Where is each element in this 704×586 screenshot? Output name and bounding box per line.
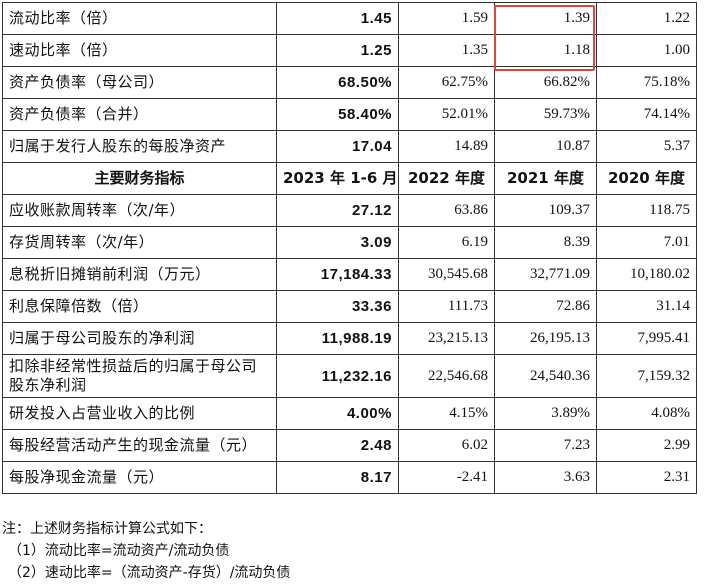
table-row: 归属于发行人股东的每股净资产 17.04 14.89 10.87 5.37 [2, 130, 697, 163]
cell-2020: 31.14 [596, 290, 697, 323]
row-label: 扣除非经常性损益后的归属于母公司股东净利润 [2, 354, 277, 398]
cell-2020: 118.75 [596, 194, 697, 227]
cell-2022: 6.19 [398, 226, 495, 259]
cell-2022: 63.86 [398, 194, 495, 227]
cell-2021: 8.39 [494, 226, 597, 259]
header-2021: 2021 年度 [494, 162, 597, 195]
table-row: 利息保障倍数（倍） 33.36 111.73 72.86 31.14 [2, 290, 697, 323]
cell-2022: 6.02 [398, 429, 495, 462]
cell-2023h1: 8.17 [276, 461, 399, 494]
cell-2021: 66.82% [494, 66, 597, 99]
cell-2022: 30,545.68 [398, 258, 495, 291]
row-label: 息税折旧摊销前利润（万元） [2, 258, 277, 291]
cell-2020: 7,159.32 [596, 354, 697, 398]
table-row: 资产负债率（母公司） 68.50% 62.75% 66.82% 75.18% [2, 66, 697, 99]
table-row: 每股经营活动产生的现金流量（元） 2.48 6.02 7.23 2.99 [2, 429, 697, 462]
cell-2021: 1.39 [494, 2, 597, 35]
cell-2020: 2.99 [596, 429, 697, 462]
cell-2023h1: 17,184.33 [276, 258, 399, 291]
cell-2023h1: 2.48 [276, 429, 399, 462]
cell-2022: 14.89 [398, 130, 495, 163]
row-label: 应收账款周转率（次/年） [2, 194, 277, 227]
cell-2021: 1.18 [494, 34, 597, 67]
cell-2023h1: 3.09 [276, 226, 399, 259]
cell-2020: 10,180.02 [596, 258, 697, 291]
row-label: 资产负债率（母公司） [2, 66, 277, 99]
table-row: 研发投入占营业收入的比例 4.00% 4.15% 3.89% 4.08% [2, 397, 697, 430]
cell-2021: 3.63 [494, 461, 597, 494]
cell-2020: 2.31 [596, 461, 697, 494]
header-2022: 2022 年度 [398, 162, 495, 195]
cell-2023h1: 17.04 [276, 130, 399, 163]
cell-2020: 4.08% [596, 397, 697, 430]
footnotes: 注：上述财务指标计算公式如下： （1）流动比率=流动资产/流动负债 （2）速动比… [2, 518, 290, 584]
cell-2022: 1.59 [398, 2, 495, 35]
table-row: 息税折旧摊销前利润（万元） 17,184.33 30,545.68 32,771… [2, 258, 697, 291]
cell-2022: 4.15% [398, 397, 495, 430]
cell-2023h1: 27.12 [276, 194, 399, 227]
footnote-item: （2）速动比率=（流动资产-存货）/流动负债 [8, 565, 291, 581]
cell-2022: 52.01% [398, 98, 495, 131]
cell-2023h1: 58.40% [276, 98, 399, 131]
cell-2021: 26,195.13 [494, 322, 597, 355]
cell-2021: 10.87 [494, 130, 597, 163]
cell-2023h1: 1.25 [276, 34, 399, 67]
header-2020: 2020 年度 [596, 162, 697, 195]
footnote-title: 注：上述财务指标计算公式如下： [2, 521, 212, 537]
cell-2020: 7.01 [596, 226, 697, 259]
financial-indicators-table: 流动比率（倍） 1.45 1.59 1.39 1.22 速动比率（倍） 1.25… [2, 2, 697, 494]
table-row: 资产负债率（合并） 58.40% 52.01% 59.73% 74.14% [2, 98, 697, 131]
cell-2020: 7,995.41 [596, 322, 697, 355]
cell-2020: 1.00 [596, 34, 697, 67]
table-row: 应收账款周转率（次/年） 27.12 63.86 109.37 118.75 [2, 194, 697, 227]
table-row: 每股净现金流量（元） 8.17 -2.41 3.63 2.31 [2, 461, 697, 494]
cell-2021: 59.73% [494, 98, 597, 131]
header-indicator: 主要财务指标 [2, 162, 277, 195]
cell-2023h1: 11,232.16 [276, 354, 399, 398]
row-label: 每股净现金流量（元） [2, 461, 277, 494]
footnote-item: （1）流动比率=流动资产/流动负债 [8, 543, 230, 559]
cell-2021: 7.23 [494, 429, 597, 462]
cell-2021: 32,771.09 [494, 258, 597, 291]
cell-2020: 1.22 [596, 2, 697, 35]
row-label: 每股经营活动产生的现金流量（元） [2, 429, 277, 462]
cell-2020: 75.18% [596, 66, 697, 99]
cell-2022: 111.73 [398, 290, 495, 323]
cell-2022: -2.41 [398, 461, 495, 494]
cell-2022: 62.75% [398, 66, 495, 99]
table-row: 存货周转率（次/年） 3.09 6.19 8.39 7.01 [2, 226, 697, 259]
cell-2021: 24,540.36 [494, 354, 597, 398]
row-label: 利息保障倍数（倍） [2, 290, 277, 323]
table-row: 流动比率（倍） 1.45 1.59 1.39 1.22 [2, 2, 697, 35]
row-label: 归属于母公司股东的净利润 [2, 322, 277, 355]
table-header-row: 主要财务指标 2023 年 1-6 月 2022 年度 2021 年度 2020… [2, 162, 697, 195]
cell-2020: 5.37 [596, 130, 697, 163]
cell-2020: 74.14% [596, 98, 697, 131]
row-label: 存货周转率（次/年） [2, 226, 277, 259]
cell-2023h1: 11,988.19 [276, 322, 399, 355]
cell-2021: 72.86 [494, 290, 597, 323]
cell-2023h1: 4.00% [276, 397, 399, 430]
table-row: 归属于母公司股东的净利润 11,988.19 23,215.13 26,195.… [2, 322, 697, 355]
table-row: 速动比率（倍） 1.25 1.35 1.18 1.00 [2, 34, 697, 67]
cell-2022: 1.35 [398, 34, 495, 67]
header-2023h1: 2023 年 1-6 月 [276, 162, 399, 195]
cell-2023h1: 33.36 [276, 290, 399, 323]
cell-2022: 22,546.68 [398, 354, 495, 398]
row-label: 研发投入占营业收入的比例 [2, 397, 277, 430]
row-label: 速动比率（倍） [2, 34, 277, 67]
row-label: 归属于发行人股东的每股净资产 [2, 130, 277, 163]
cell-2021: 3.89% [494, 397, 597, 430]
cell-2023h1: 1.45 [276, 2, 399, 35]
cell-2022: 23,215.13 [398, 322, 495, 355]
row-label: 资产负债率（合并） [2, 98, 277, 131]
table-row: 扣除非经常性损益后的归属于母公司股东净利润 11,232.16 22,546.6… [2, 354, 697, 398]
row-label: 流动比率（倍） [2, 2, 277, 35]
cell-2023h1: 68.50% [276, 66, 399, 99]
cell-2021: 109.37 [494, 194, 597, 227]
